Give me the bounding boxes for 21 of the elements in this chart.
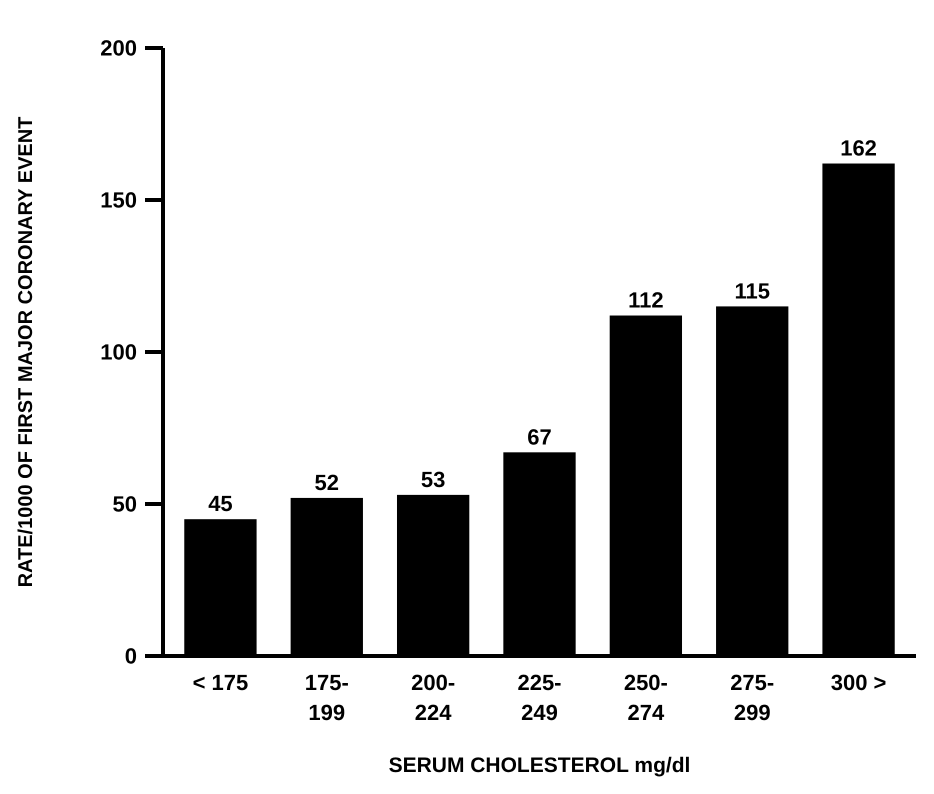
- x-tick-label: < 175: [192, 670, 248, 695]
- data-label: 45: [208, 491, 233, 516]
- x-axis-title: SERUM CHOLESTEROL mg/dl: [388, 754, 690, 777]
- data-label: 162: [840, 136, 877, 161]
- x-tick-label: 175-199: [304, 670, 349, 725]
- y-tick-label: 0: [124, 644, 137, 669]
- x-tick-label: 300 >: [830, 670, 886, 695]
- x-tick-label: 200-224: [411, 670, 456, 725]
- data-label: 52: [314, 470, 340, 495]
- y-axis-title: RATE/1000 OF FIRST MAJOR CORONARY EVENT: [15, 116, 37, 588]
- data-label: 115: [734, 278, 770, 304]
- y-tick-label: 100: [100, 340, 137, 365]
- y-tick-label: 50: [112, 492, 137, 517]
- data-label: 112: [628, 288, 664, 313]
- y-tick-label: 150: [100, 188, 137, 213]
- data-label: 53: [420, 466, 446, 492]
- x-tick-label: 225-249: [517, 670, 562, 725]
- x-tick-label: 250-274: [624, 670, 668, 725]
- data-label: 67: [527, 424, 552, 450]
- y-tick-label: 200: [100, 36, 137, 61]
- x-tick-label: 275-299: [730, 670, 774, 725]
